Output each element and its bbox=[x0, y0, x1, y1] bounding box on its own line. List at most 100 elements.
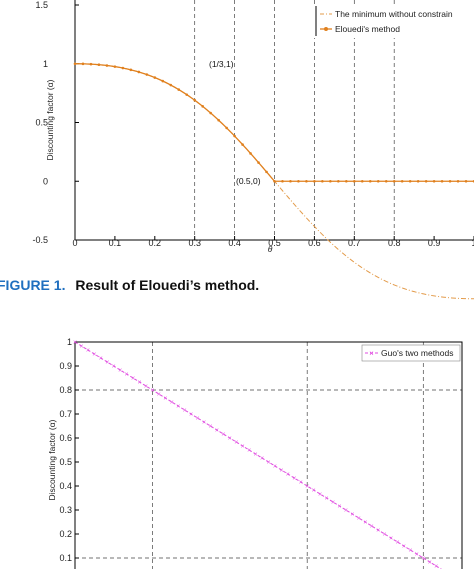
chart-1-legend-box bbox=[308, 4, 474, 38]
elouedi-marker bbox=[145, 73, 149, 76]
chart-1-x-tick-label: 0.4 bbox=[228, 238, 241, 248]
elouedi-marker bbox=[337, 179, 340, 183]
elouedi-marker bbox=[353, 179, 356, 183]
chart-1-x-tick-label: 0.5 bbox=[268, 238, 281, 248]
chart-2-legend: × Guo's two methods bbox=[361, 344, 461, 362]
elouedi-marker bbox=[249, 152, 252, 155]
chart-1-x-tick-label: 1 bbox=[471, 238, 474, 248]
guo-marker: × bbox=[376, 528, 380, 535]
chart-2-y-tick-label: 0.8 bbox=[59, 385, 72, 395]
guo-marker: × bbox=[170, 400, 174, 407]
guo-marker: × bbox=[196, 416, 200, 423]
elouedi-marker bbox=[105, 64, 109, 67]
guo-marker: × bbox=[434, 564, 438, 569]
elouedi-marker bbox=[440, 179, 444, 183]
guo-marker: × bbox=[208, 424, 212, 431]
chart-1-y-label: Discounting factor (α) bbox=[45, 79, 55, 160]
figure-caption: FIGURE 1. Result of Elouedi’s method. bbox=[0, 277, 259, 293]
guo-marker: × bbox=[318, 492, 322, 499]
guo-marker: × bbox=[79, 344, 83, 351]
chart-2-y-label: Discounting factor (α) bbox=[47, 419, 57, 500]
elouedi-marker bbox=[129, 68, 133, 72]
elouedi-marker bbox=[161, 79, 165, 83]
elouedi-marker bbox=[177, 88, 181, 91]
guo-marker: × bbox=[163, 396, 167, 403]
guo-marker: × bbox=[292, 476, 296, 483]
annotation-half: (0.5,0) bbox=[236, 176, 261, 186]
elouedi-marker bbox=[297, 179, 300, 183]
chart-1-y-ticks: -0.5 0 0.5 1 1.5 bbox=[32, 0, 79, 245]
elouedi-marker bbox=[241, 143, 244, 146]
figure-caption-text: Result of Elouedi’s method. bbox=[75, 277, 259, 293]
legend-marker-elouedi bbox=[324, 27, 328, 31]
series-elouedi-markers bbox=[73, 62, 474, 183]
guo-marker: × bbox=[421, 556, 425, 563]
guo-marker: × bbox=[286, 472, 290, 479]
elouedi-marker bbox=[257, 161, 260, 164]
chart-1-gridlines bbox=[194, 0, 395, 240]
chart-2-y-tick-label: 0.4 bbox=[59, 481, 72, 491]
series-guo-markers: ××××××××××××××××××××××××××××××××××××××××… bbox=[73, 340, 438, 569]
guo-marker: × bbox=[118, 368, 122, 375]
guo-marker: × bbox=[428, 560, 432, 567]
elouedi-marker bbox=[448, 179, 452, 183]
elouedi-marker bbox=[121, 66, 125, 70]
elouedi-marker bbox=[233, 134, 236, 138]
guo-marker: × bbox=[395, 540, 399, 547]
elouedi-marker bbox=[345, 179, 348, 183]
elouedi-marker bbox=[376, 179, 380, 183]
elouedi-marker bbox=[153, 76, 157, 79]
elouedi-marker bbox=[464, 179, 468, 183]
guo-marker: × bbox=[389, 536, 393, 543]
guo-marker: × bbox=[363, 520, 367, 527]
guo-marker: × bbox=[312, 488, 316, 495]
elouedi-marker bbox=[113, 65, 117, 68]
guo-marker: × bbox=[408, 548, 412, 555]
elouedi-marker bbox=[97, 63, 101, 67]
chart-1-x-tick-label: 0.6 bbox=[308, 238, 321, 248]
elouedi-marker bbox=[185, 93, 189, 96]
legend-marker-guo: × bbox=[369, 349, 374, 358]
elouedi-marker bbox=[313, 179, 316, 183]
guo-marker: × bbox=[131, 376, 135, 383]
elouedi-marker bbox=[73, 62, 77, 66]
chart-1-x-tick-label: 0 bbox=[72, 238, 77, 248]
guo-marker: × bbox=[92, 352, 96, 359]
guo-marker: × bbox=[279, 468, 283, 475]
elouedi-marker bbox=[456, 179, 460, 183]
chart-1-x-tick-label: 0.3 bbox=[188, 238, 201, 248]
chart-1-x-tick-label: 0.9 bbox=[428, 238, 441, 248]
guo-marker: × bbox=[415, 552, 419, 559]
elouedi-marker bbox=[392, 179, 396, 183]
chart-2-legend-box bbox=[361, 344, 461, 362]
guo-marker: × bbox=[234, 440, 238, 447]
guo-marker: × bbox=[183, 408, 187, 415]
elouedi-marker bbox=[432, 179, 436, 183]
guo-marker: × bbox=[202, 420, 206, 427]
guo-marker: × bbox=[73, 340, 77, 347]
chart-1-y-tick-label: 1.5 bbox=[35, 0, 48, 10]
elouedi-marker bbox=[201, 105, 204, 108]
series-guo-two-methods bbox=[74, 341, 442, 569]
guo-marker: × bbox=[215, 428, 219, 435]
elouedi-marker bbox=[217, 118, 220, 122]
guo-marker: × bbox=[137, 380, 141, 387]
chart-2-y-tick-label: 0.2 bbox=[59, 529, 72, 539]
guo-marker: × bbox=[266, 460, 270, 467]
figure-caption-label: FIGURE 1. bbox=[0, 277, 65, 293]
legend-label-guo: Guo's two methods bbox=[381, 348, 454, 358]
elouedi-marker bbox=[368, 179, 372, 183]
elouedi-marker bbox=[408, 179, 412, 183]
guo-marker: × bbox=[241, 444, 245, 451]
elouedi-marker bbox=[281, 179, 284, 183]
chart-2-y-tick-label: 0.3 bbox=[59, 505, 72, 515]
guo-marker: × bbox=[112, 364, 116, 371]
chart-1-x-tick-label: 0.2 bbox=[149, 238, 162, 248]
guo-marker: × bbox=[99, 356, 103, 363]
annotation-one-third: (1/3,1) bbox=[209, 59, 234, 69]
guo-marker: × bbox=[305, 484, 309, 491]
chart-1-x-tick-label: 0.8 bbox=[388, 238, 401, 248]
elouedi-marker bbox=[169, 83, 173, 87]
chart-2-y-tick-label: 0.6 bbox=[59, 433, 72, 443]
